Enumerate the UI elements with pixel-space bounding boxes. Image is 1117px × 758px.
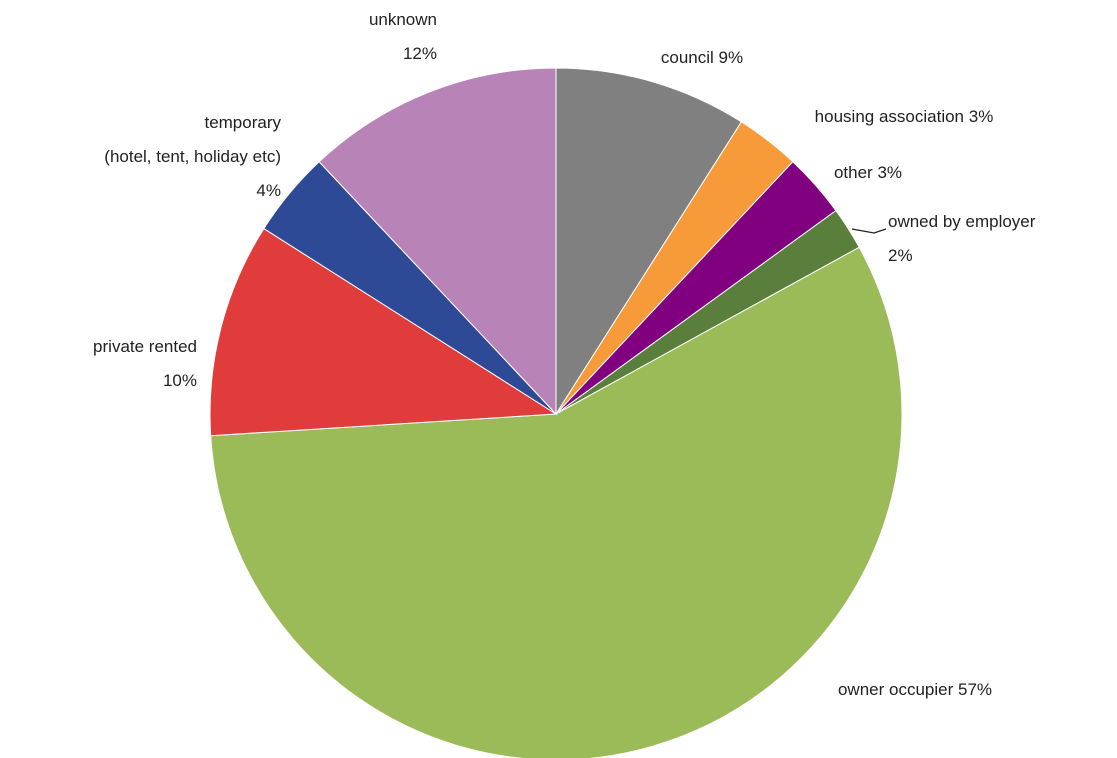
slice-label: private rented 10% xyxy=(93,330,197,398)
value-label: 12% xyxy=(402,44,437,63)
slice-label: other 3% xyxy=(834,156,902,190)
slice-label: owned by employer 2% xyxy=(888,205,1035,273)
slice-label: housing association 3% xyxy=(815,100,994,134)
value-label: 3% xyxy=(877,163,903,182)
pie-slice xyxy=(210,246,903,758)
category-label: private rented xyxy=(93,337,197,356)
slice-label: council 9% xyxy=(661,41,743,75)
category-label: council xyxy=(660,48,714,67)
pie-slice xyxy=(209,227,558,437)
value-label: 4% xyxy=(256,181,281,200)
slice-label: owner occupier 57% xyxy=(838,673,992,707)
category-label: owner occupier xyxy=(837,680,954,699)
value-label: 10% xyxy=(162,371,197,390)
value-label: 57% xyxy=(957,680,993,699)
category-label: temporary (hotel, tent, holiday etc) xyxy=(104,113,281,166)
value-label: 2% xyxy=(888,246,913,265)
category-label: other xyxy=(833,163,873,182)
pie-slice xyxy=(555,67,743,416)
value-label: 9% xyxy=(718,48,744,67)
leader-line xyxy=(851,228,887,234)
value-label: 3% xyxy=(968,107,994,126)
slice-label: temporary (hotel, tent, holiday etc) 4% xyxy=(104,106,281,208)
category-label: unknown xyxy=(368,10,437,29)
category-label: housing association xyxy=(814,107,965,126)
category-label: owned by employer xyxy=(888,212,1036,231)
slice-label: unknown 12% xyxy=(369,3,437,71)
pie-slice xyxy=(318,67,557,416)
